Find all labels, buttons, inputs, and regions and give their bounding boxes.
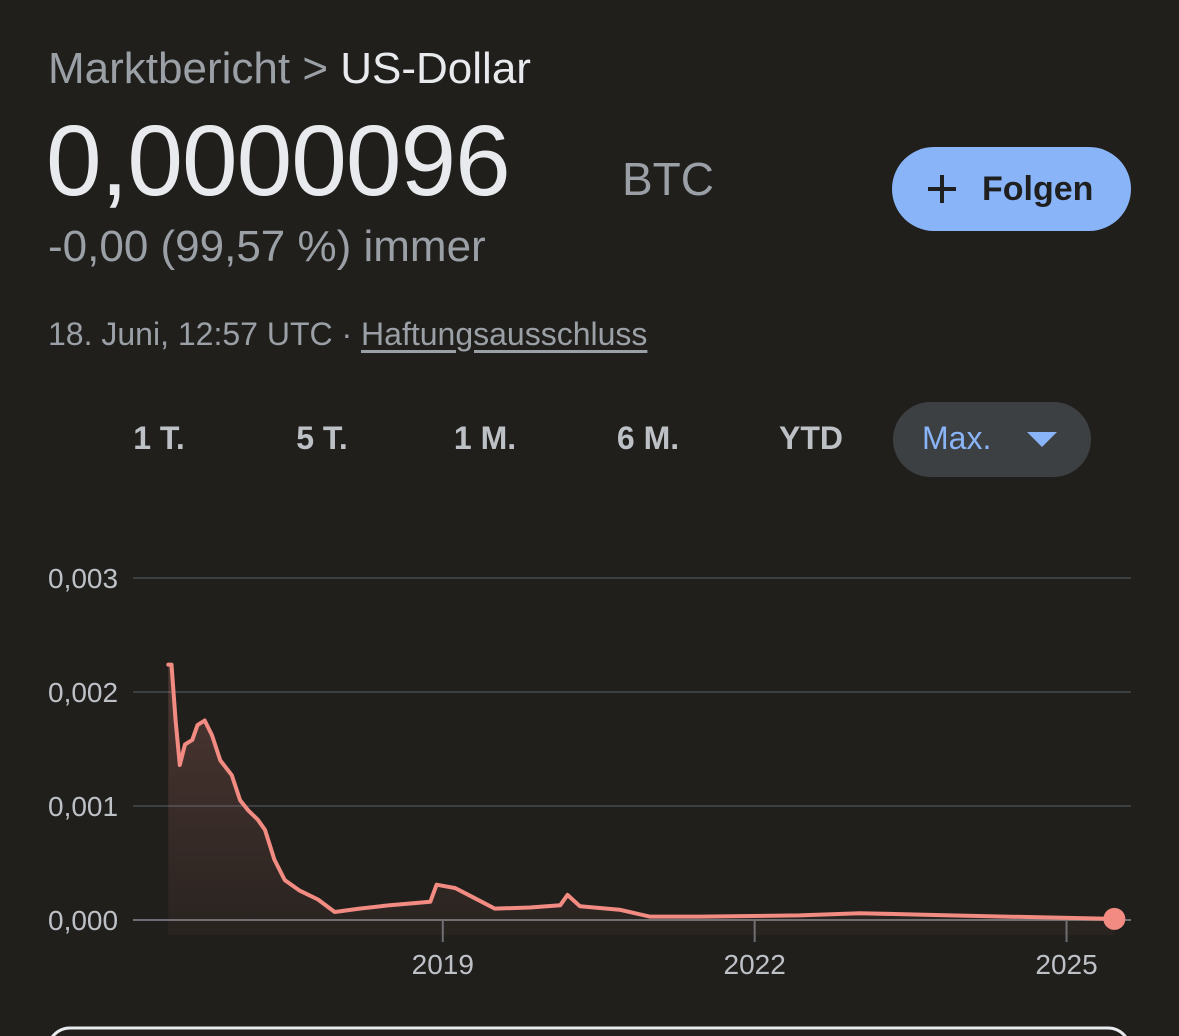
price-line <box>166 662 1117 921</box>
breadcrumb: Marktbericht > US-Dollar <box>48 44 531 94</box>
range-tab[interactable]: 1 M. <box>453 420 517 456</box>
range-tab[interactable]: 6 M. <box>616 420 680 456</box>
x-tick-label: 2019 <box>412 949 474 980</box>
range-tab[interactable]: Max. <box>922 420 992 456</box>
range-tab[interactable]: 5 T. <box>296 420 348 456</box>
x-tick-label: 2025 <box>1035 949 1097 980</box>
range-tab[interactable]: YTD <box>779 420 843 456</box>
y-tick-label: 0,001 <box>48 791 118 822</box>
y-tick-label: 0,003 <box>48 563 118 594</box>
y-tick-label: 0,002 <box>48 677 118 708</box>
follow-label: Folgen <box>982 170 1094 208</box>
range-tab[interactable]: 1 T. <box>133 420 185 456</box>
breadcrumb-separator: > <box>302 44 329 93</box>
price: 0,0000096 <box>46 105 511 217</box>
y-tick-label: 0,000 <box>48 905 118 936</box>
selected-range-pill[interactable] <box>893 402 1091 477</box>
x-tick-label: 2022 <box>724 949 786 980</box>
timestamp: 18. Juni, 12:57 UTC <box>48 316 333 352</box>
breadcrumb-current: US-Dollar <box>340 44 531 93</box>
follow-button[interactable]: Folgen <box>892 147 1131 231</box>
search-box-edge <box>51 1026 1127 1036</box>
last-point <box>1103 907 1126 930</box>
dropdown-arrow <box>1027 432 1057 447</box>
timestamp-line: 18. Juni, 12:57 UTC · Haftungsausschluss <box>48 316 647 353</box>
separator-dot: · <box>341 316 353 352</box>
line-area <box>168 664 1115 935</box>
breadcrumb-link[interactable]: Marktbericht <box>48 44 291 93</box>
price-unit: BTC <box>622 153 714 205</box>
plus-icon <box>928 175 956 203</box>
disclaimer-link[interactable]: Haftungsausschluss <box>361 316 648 352</box>
price-change: -0,00 (99,57 %) immer <box>48 222 486 271</box>
